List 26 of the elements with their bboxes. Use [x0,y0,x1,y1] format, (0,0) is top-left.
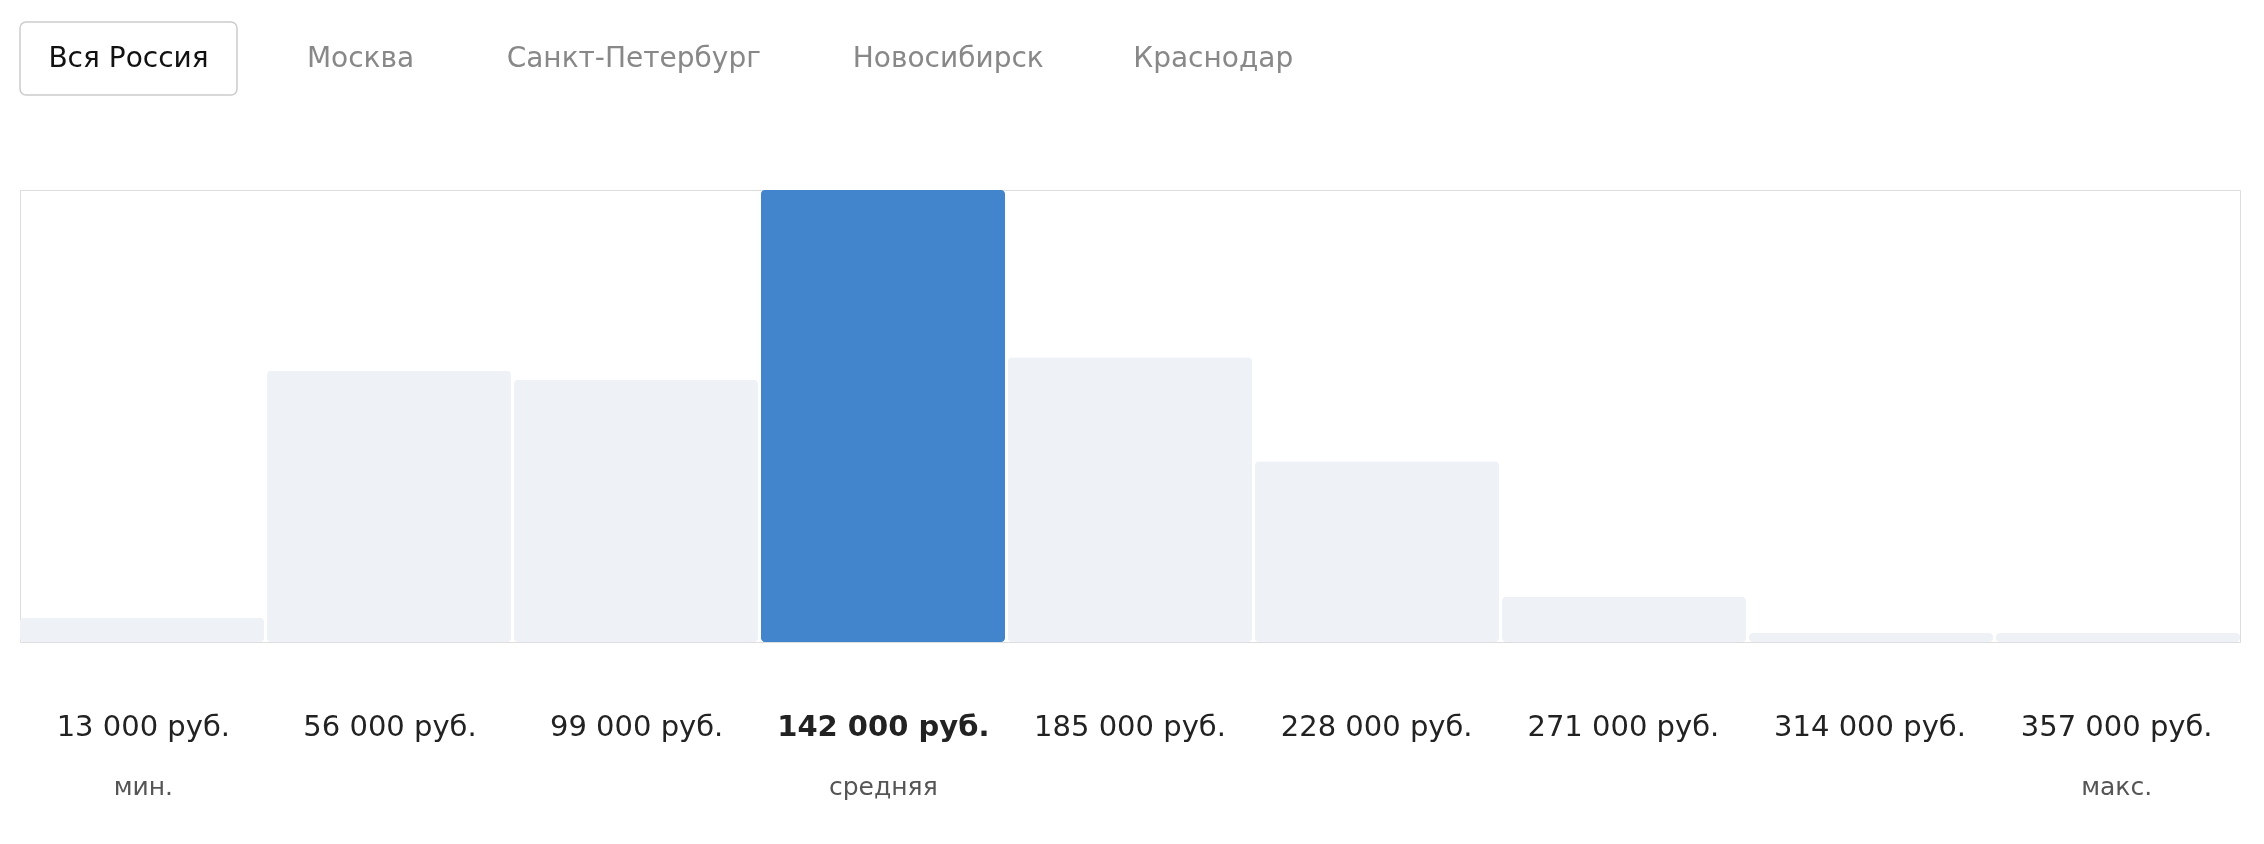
text: средняя [828,772,938,801]
bar [267,370,512,642]
x-tick-label: 185 000 руб. [1034,709,1226,743]
text: Москва [306,41,415,74]
x-tick-label: 357 000 руб. [2020,709,2213,743]
text: Новосибирск [852,41,1044,74]
x-tick-label: 271 000 руб. [1527,709,1720,743]
text: Санкт-Петербург [506,41,761,74]
bar [1501,596,1747,642]
bar [1748,632,1993,642]
x-tick-label: 142 000 руб. [777,709,990,743]
bar [1007,357,1253,642]
x-tick-label: 56 000 руб. [303,709,477,743]
text: Краснодар [1133,41,1294,74]
x-tick-label: 13 000 руб. [56,709,231,743]
bar [1995,632,2240,642]
x-tick-label: 228 000 руб. [1280,709,1473,743]
bar [20,617,265,642]
text: макс. [2081,772,2153,801]
bar [1254,461,1500,642]
text: мин. [113,772,174,801]
x-tick-label: 314 000 руб. [1774,709,1966,743]
text: Вся Россия [48,41,209,74]
x-tick-label: 99 000 руб. [549,709,724,743]
bar [760,190,1006,642]
bar [513,379,759,642]
